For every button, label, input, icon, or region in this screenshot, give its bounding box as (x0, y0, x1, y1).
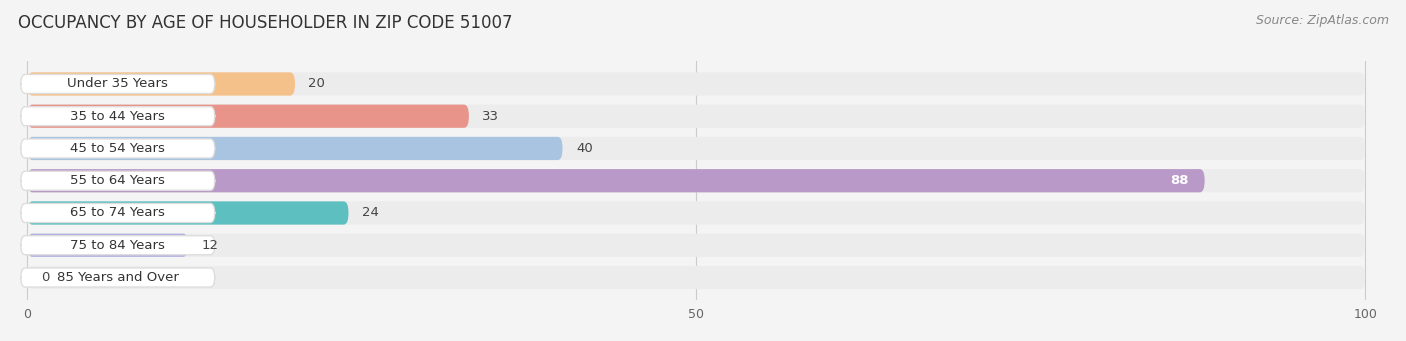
FancyBboxPatch shape (28, 234, 188, 257)
FancyBboxPatch shape (28, 137, 1365, 160)
FancyBboxPatch shape (21, 139, 215, 158)
Text: 24: 24 (361, 207, 378, 220)
Text: 33: 33 (482, 110, 499, 123)
Text: 75 to 84 Years: 75 to 84 Years (70, 239, 165, 252)
Text: 35 to 44 Years: 35 to 44 Years (70, 110, 165, 123)
FancyBboxPatch shape (28, 266, 1365, 289)
FancyBboxPatch shape (28, 202, 349, 225)
Text: 85 Years and Over: 85 Years and Over (56, 271, 179, 284)
Text: 20: 20 (308, 77, 325, 90)
FancyBboxPatch shape (21, 236, 215, 255)
Text: 0: 0 (41, 271, 49, 284)
FancyBboxPatch shape (28, 72, 295, 95)
FancyBboxPatch shape (28, 169, 1365, 192)
Text: OCCUPANCY BY AGE OF HOUSEHOLDER IN ZIP CODE 51007: OCCUPANCY BY AGE OF HOUSEHOLDER IN ZIP C… (18, 14, 513, 32)
FancyBboxPatch shape (21, 171, 215, 190)
Text: Under 35 Years: Under 35 Years (67, 77, 169, 90)
Text: 88: 88 (1170, 174, 1188, 187)
FancyBboxPatch shape (28, 234, 1365, 257)
Text: 45 to 54 Years: 45 to 54 Years (70, 142, 165, 155)
FancyBboxPatch shape (21, 204, 215, 223)
Text: 12: 12 (201, 239, 218, 252)
Text: Source: ZipAtlas.com: Source: ZipAtlas.com (1256, 14, 1389, 27)
FancyBboxPatch shape (21, 268, 215, 287)
Text: 65 to 74 Years: 65 to 74 Years (70, 207, 165, 220)
Text: 40: 40 (576, 142, 593, 155)
FancyBboxPatch shape (21, 74, 215, 93)
FancyBboxPatch shape (21, 107, 215, 126)
Text: 55 to 64 Years: 55 to 64 Years (70, 174, 165, 187)
FancyBboxPatch shape (28, 137, 562, 160)
FancyBboxPatch shape (28, 105, 1365, 128)
FancyBboxPatch shape (28, 105, 468, 128)
FancyBboxPatch shape (28, 169, 1205, 192)
FancyBboxPatch shape (28, 72, 1365, 95)
FancyBboxPatch shape (28, 202, 1365, 225)
